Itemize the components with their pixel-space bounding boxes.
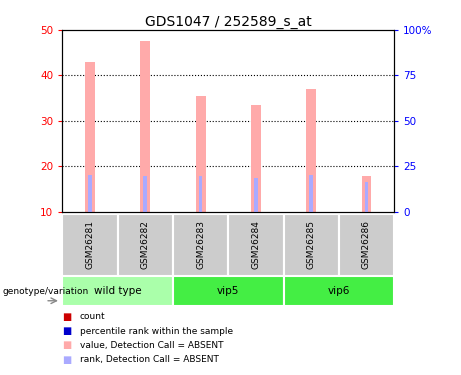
Bar <box>143 176 147 212</box>
Bar <box>284 214 339 276</box>
Bar <box>173 276 284 306</box>
Text: GSM26284: GSM26284 <box>251 220 260 269</box>
Bar <box>228 214 284 276</box>
Text: GSM26283: GSM26283 <box>196 220 205 269</box>
Bar <box>140 41 150 212</box>
Bar <box>284 276 394 306</box>
Text: GSM26286: GSM26286 <box>362 220 371 269</box>
Text: percentile rank within the sample: percentile rank within the sample <box>80 327 233 336</box>
Text: ■: ■ <box>62 326 71 336</box>
Text: vip5: vip5 <box>217 286 239 296</box>
Text: wild type: wild type <box>94 286 142 296</box>
Bar <box>173 214 228 276</box>
Text: value, Detection Call = ABSENT: value, Detection Call = ABSENT <box>80 341 223 350</box>
Bar <box>251 105 261 212</box>
Bar <box>85 62 95 212</box>
Bar <box>88 175 92 212</box>
Text: count: count <box>80 312 106 321</box>
Bar <box>62 276 173 306</box>
Bar <box>254 178 258 212</box>
Bar <box>62 214 118 276</box>
Title: GDS1047 / 252589_s_at: GDS1047 / 252589_s_at <box>145 15 312 29</box>
Bar <box>306 89 316 212</box>
Bar <box>199 176 202 212</box>
Text: GSM26285: GSM26285 <box>307 220 316 269</box>
Text: ■: ■ <box>62 340 71 350</box>
Bar <box>195 96 206 212</box>
Text: ■: ■ <box>62 312 71 322</box>
Text: GSM26281: GSM26281 <box>85 220 95 269</box>
Text: vip6: vip6 <box>328 286 350 296</box>
Bar <box>365 182 368 212</box>
Text: genotype/variation: genotype/variation <box>2 287 89 296</box>
Text: GSM26282: GSM26282 <box>141 220 150 269</box>
Bar <box>339 214 394 276</box>
Bar <box>118 214 173 276</box>
Text: rank, Detection Call = ABSENT: rank, Detection Call = ABSENT <box>80 355 219 364</box>
Text: ■: ■ <box>62 355 71 364</box>
Bar <box>309 175 313 212</box>
Bar <box>361 176 372 212</box>
